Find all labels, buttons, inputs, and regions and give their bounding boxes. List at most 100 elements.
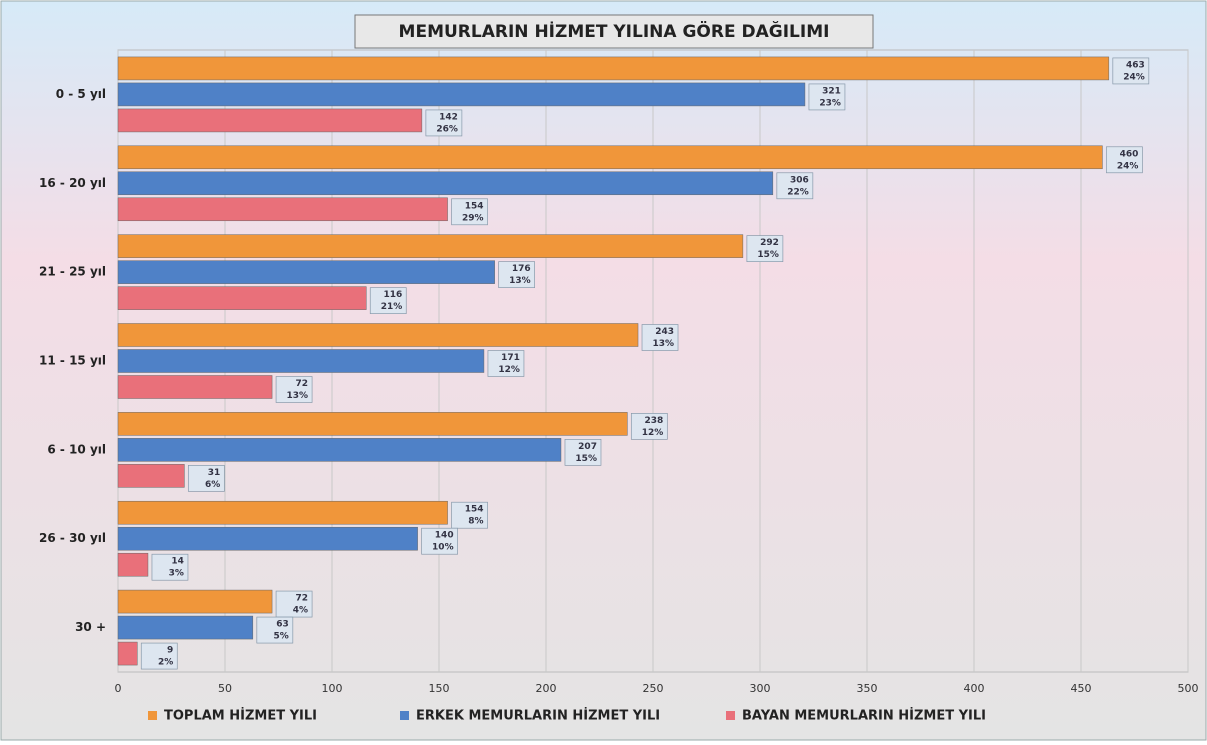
data-label: 63 [276,620,289,630]
data-label: 243 [655,327,674,337]
data-label: 154 [465,201,484,211]
data-label: 72 [296,379,309,389]
data-label: 292 [760,238,779,248]
data-label-share: 22% [787,187,809,197]
data-label-share: 15% [575,454,597,464]
data-label-box [421,527,458,555]
bar [117,438,562,462]
data-label-box [451,198,488,226]
data-label: 238 [645,416,664,426]
data-label: 31 [208,468,221,478]
data-label-box [187,465,225,492]
data-label-box [275,590,313,618]
x-tick-label: 200 [536,682,557,695]
data-label-share: 13% [287,391,309,401]
data-label-box [425,109,463,137]
data-label: 306 [790,175,809,185]
x-tick-label: 350 [857,682,878,695]
y-tick-label: 16 - 20 yıl [39,176,106,190]
bar [117,500,448,525]
data-label-share: 24% [1117,161,1139,171]
y-tick-label: 21 - 25 yıl [39,265,106,279]
bar [117,641,138,666]
data-label-share: 10% [432,543,454,553]
data-label-box [1106,146,1143,174]
bar [117,171,774,196]
data-label-share: 15% [757,250,779,260]
legend-swatch [148,711,157,720]
data-label-box [140,642,178,670]
data-label-box [498,261,535,288]
x-tick-label: 100 [322,682,343,695]
data-label-box [487,350,525,377]
data-label: 207 [578,442,597,452]
data-label-box [451,501,488,529]
y-tick-label: 26 - 30 yıl [39,531,106,545]
data-label-box [630,413,668,440]
data-label-share: 26% [436,124,458,134]
data-label: 140 [435,531,454,541]
data-label: 142 [439,112,458,122]
data-label-box [151,553,189,581]
bar [117,615,254,640]
data-label-box [808,83,846,111]
legend-swatch [400,711,409,720]
data-label-box [776,172,814,200]
data-label: 14 [171,557,184,567]
bar [117,286,367,310]
y-tick-label: 30 + [75,620,106,634]
data-label-share: 3% [169,569,184,579]
data-label-share: 2% [158,658,173,668]
bar [117,234,744,258]
data-label: 460 [1120,149,1139,159]
data-label-share: 12% [498,365,520,375]
bar [117,145,1103,170]
bar [117,349,485,373]
x-tick-label: 250 [643,682,664,695]
data-label-share: 12% [642,428,664,438]
x-tick-label: 300 [750,682,771,695]
x-tick-label: 50 [218,682,232,695]
data-label-box [256,616,294,644]
bar [117,260,495,284]
y-tick-label: 6 - 10 yıl [47,442,106,456]
bar [117,589,273,614]
data-label: 463 [1126,60,1145,70]
bar [117,526,418,551]
y-tick-label: 0 - 5 yıl [56,87,106,101]
bar [117,197,448,222]
x-tick-label: 150 [429,682,450,695]
legend-label: BAYAN MEMURLARIN HİZMET YILI [742,708,986,724]
data-label-box [564,439,602,466]
bar [117,464,185,488]
x-tick-label: 400 [964,682,985,695]
data-label: 321 [822,86,841,96]
data-label-box [275,376,313,403]
data-label-share: 23% [819,98,841,108]
legend-label: ERKEK MEMURLARIN HİZMET YILI [416,708,660,724]
data-label-box [746,235,784,262]
chart-title: MEMURLARIN HİZMET YILINA GÖRE DAĞILIMI [399,20,830,42]
data-label-box [641,324,679,351]
data-label-share: 13% [509,276,531,286]
data-label-share: 24% [1123,72,1145,82]
data-label-box [1112,57,1150,85]
data-label: 72 [296,594,309,604]
bar [117,375,273,399]
legend-swatch [726,711,735,720]
data-label-share: 29% [462,213,484,223]
data-label-share: 8% [468,517,483,527]
bar [117,82,806,107]
bar [117,108,423,133]
data-label: 116 [383,290,402,300]
data-label: 171 [501,353,520,363]
bar [117,412,628,436]
data-label-share: 5% [274,632,289,642]
x-tick-label: 0 [115,682,122,695]
data-label: 9 [167,646,173,656]
bar [117,56,1110,81]
data-label-share: 4% [293,606,308,616]
bar [117,552,149,577]
legend-label: TOPLAM HİZMET YILI [164,708,317,724]
